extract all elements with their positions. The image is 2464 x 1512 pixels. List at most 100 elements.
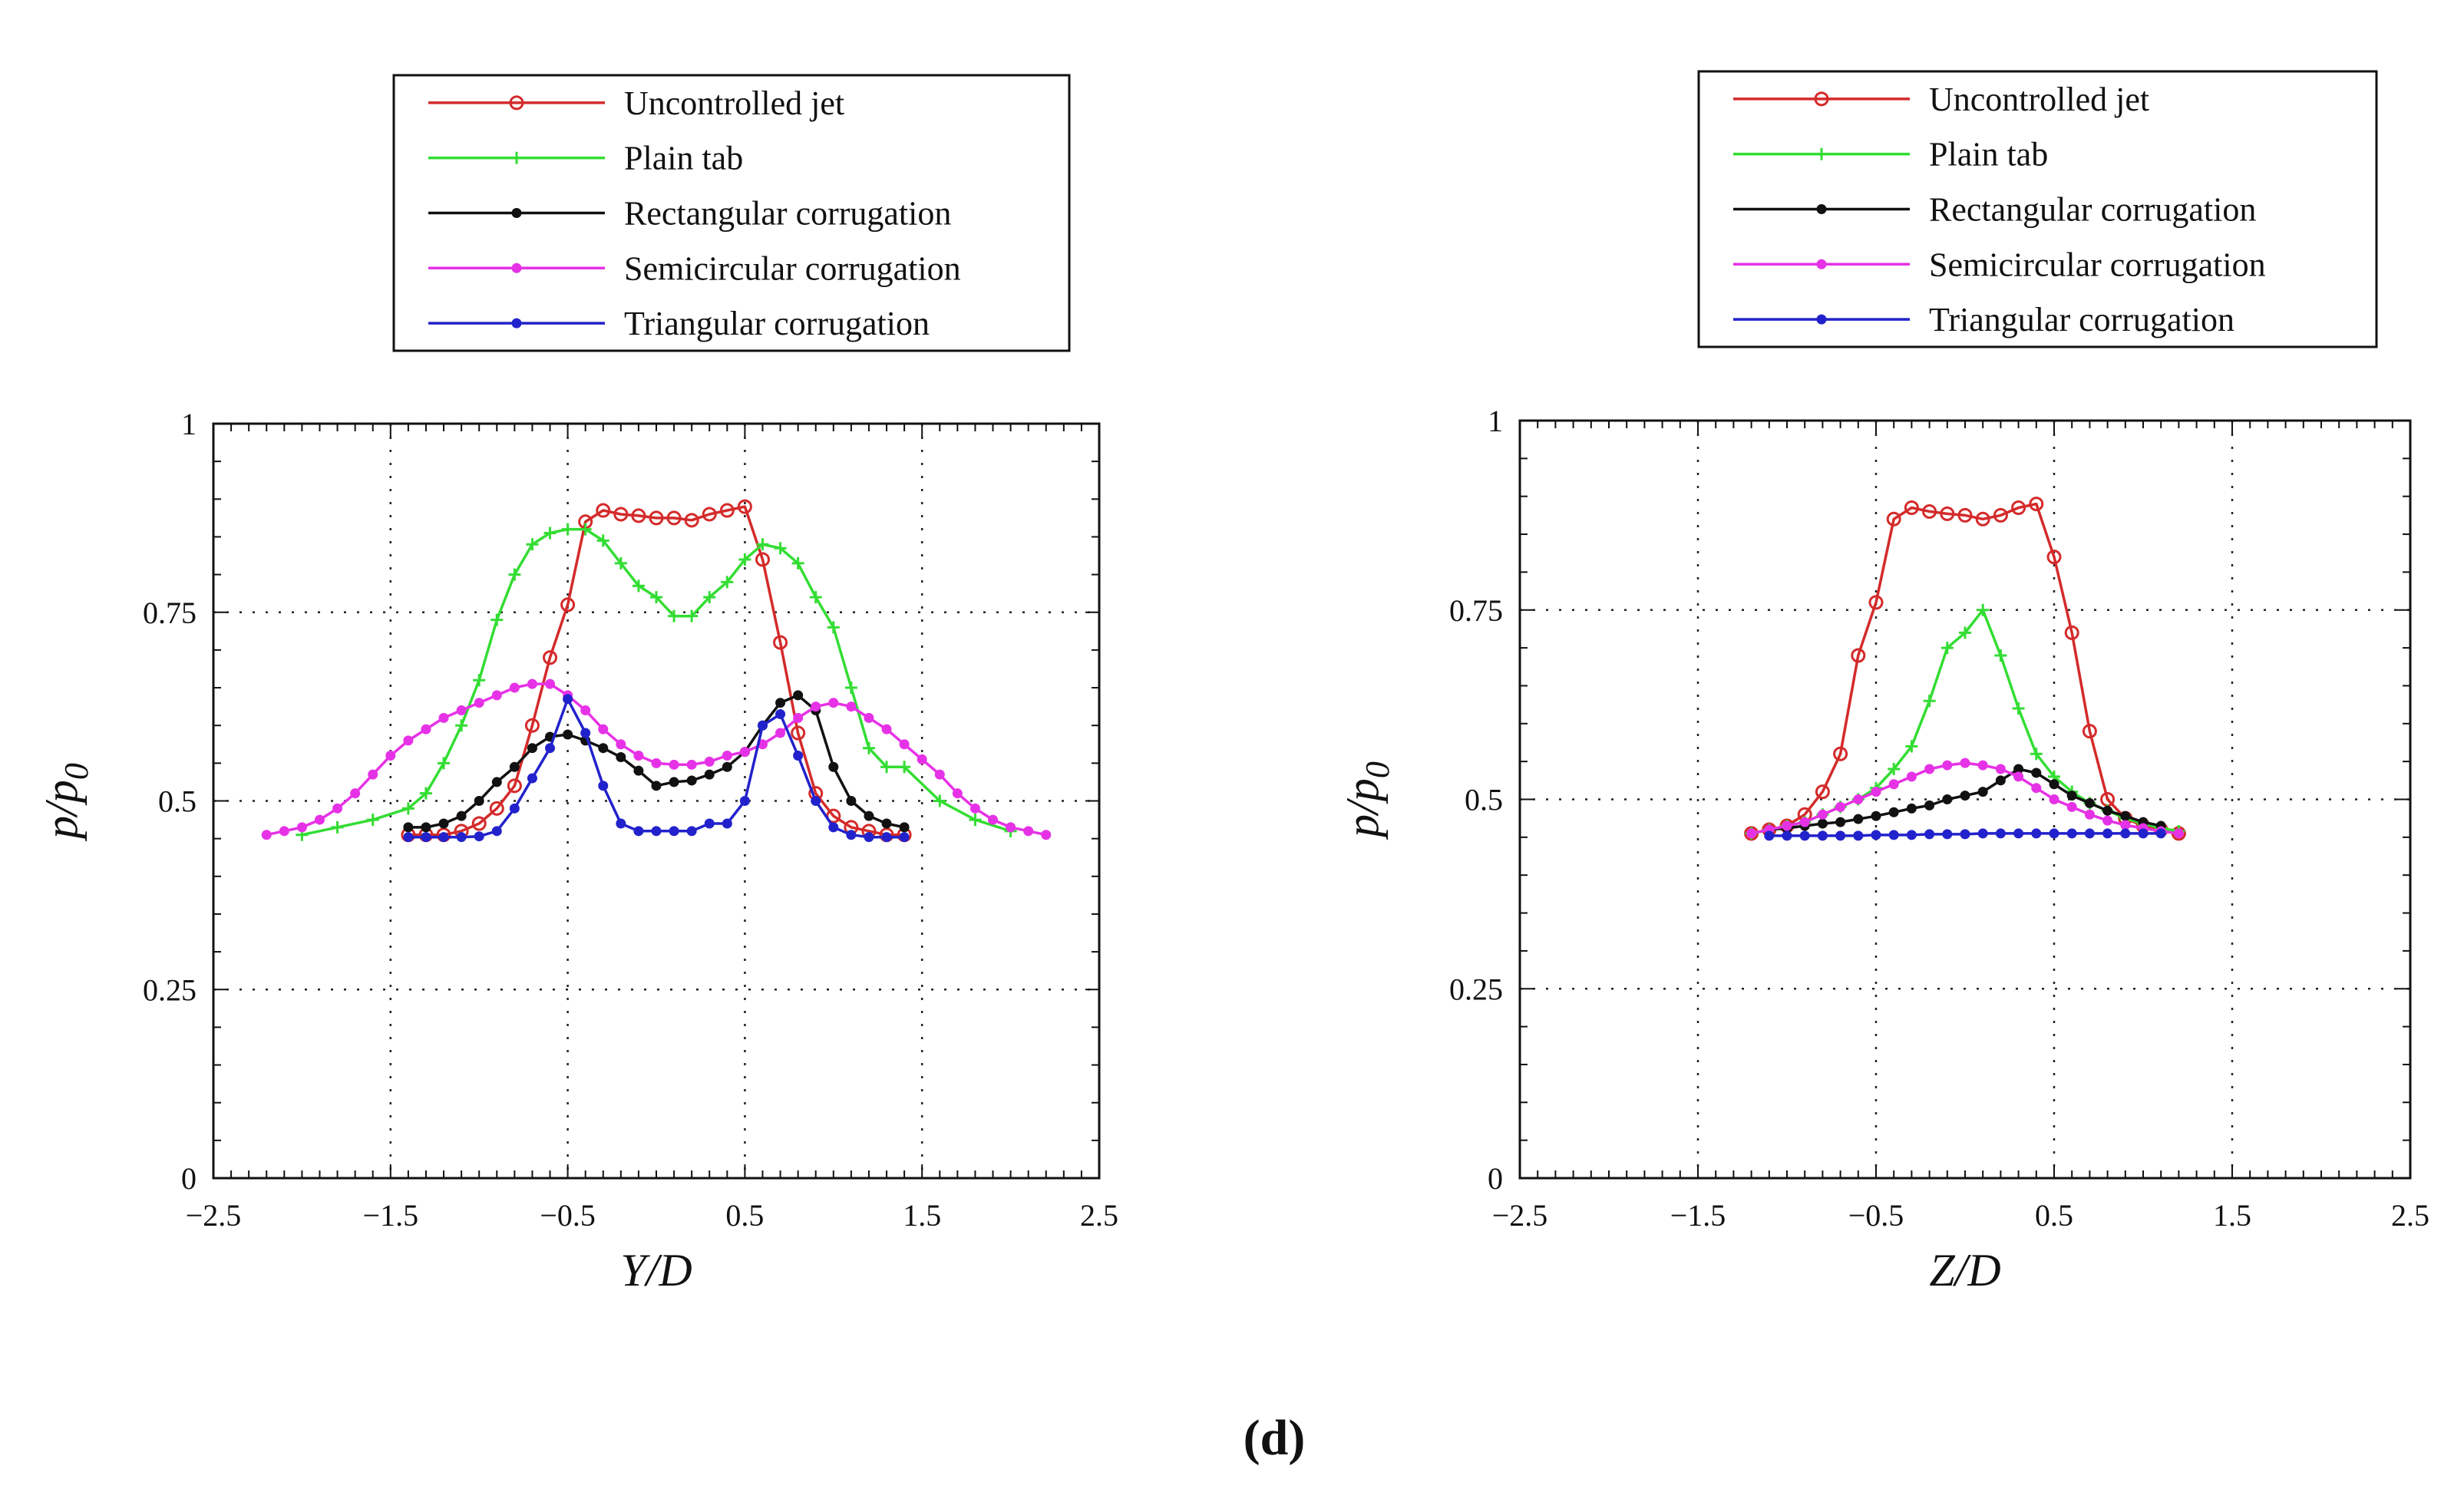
series-plain <box>296 523 1017 841</box>
data-point-rect <box>1853 814 1864 824</box>
data-point-plain <box>2030 748 2043 761</box>
legend-marker <box>1816 204 1827 214</box>
legend-marker <box>509 95 524 111</box>
data-point-uncontrolled <box>1993 507 2008 523</box>
data-point-tri <box>739 796 750 806</box>
data-point-uncontrolled <box>2029 497 2044 512</box>
data-point-uncontrolled <box>2082 724 2097 739</box>
data-point-plain <box>756 538 769 551</box>
data-point-plain <box>2012 702 2025 715</box>
data-point-tri <box>2049 828 2059 839</box>
y-tick-label: 0 <box>1488 1161 1503 1196</box>
data-point-plain <box>596 534 609 547</box>
data-point-tri <box>864 832 874 843</box>
data-point-semi <box>739 747 750 758</box>
data-point-semi <box>1924 764 1935 774</box>
data-point-plain <box>1923 695 1936 708</box>
legend-marker <box>511 318 522 328</box>
data-point-rect <box>1924 800 1935 810</box>
data-point-semi <box>1942 760 1953 771</box>
x-tick-label: −1.5 <box>363 1198 419 1233</box>
legend-item-semi: Semicircular corrugation <box>1733 246 2266 283</box>
data-point-tri <box>2102 828 2113 839</box>
y-tick-label: 0.75 <box>1449 593 1503 628</box>
data-point-rect <box>828 761 839 772</box>
data-point-rect <box>2013 764 2024 774</box>
legend-label: Uncontrolled jet <box>1929 81 2149 118</box>
data-point-tri <box>509 803 520 814</box>
legend-marker <box>510 151 523 164</box>
data-point-semi <box>1041 830 1052 840</box>
figure-caption: (d) <box>1244 1410 1306 1466</box>
data-point-rect <box>2120 810 2131 821</box>
legend: Uncontrolled jet Plain tab Rectangular cor… <box>392 74 1071 352</box>
data-point-tri <box>403 832 414 843</box>
legend-marker <box>1816 259 1827 269</box>
data-point-semi <box>775 728 786 738</box>
data-point-uncontrolled <box>543 650 558 665</box>
legend-label: Uncontrolled jet <box>624 84 844 122</box>
data-point-rect <box>864 810 874 821</box>
data-point-semi <box>988 814 999 825</box>
data-point-plain <box>827 621 840 634</box>
data-point-plain <box>738 553 751 566</box>
data-point-rect <box>1835 817 1846 827</box>
data-point-rect <box>438 818 449 829</box>
legend-marker <box>1815 147 1828 160</box>
legend-marker <box>511 262 522 273</box>
legend-label: Rectangular corrugation <box>1929 191 2256 229</box>
data-point-semi <box>1799 817 1810 827</box>
x-tick-label: −0.5 <box>540 1198 596 1233</box>
data-point-rect <box>669 777 679 787</box>
data-point-plain <box>969 814 982 827</box>
data-point-rect <box>1871 810 1881 821</box>
data-point-tri <box>474 831 484 842</box>
data-point-plain <box>703 591 716 604</box>
legend-item-uncontrolled: Uncontrolled jet <box>428 84 844 122</box>
data-point-uncontrolled <box>791 725 806 741</box>
data-point-tri <box>811 796 821 806</box>
data-point-uncontrolled <box>1833 746 1848 761</box>
y-tick-label: 1 <box>1488 404 1503 438</box>
data-point-uncontrolled <box>1868 595 1884 610</box>
data-point-uncontrolled <box>2011 500 2026 516</box>
data-point-semi <box>1746 828 1757 839</box>
data-point-semi <box>2120 820 2131 830</box>
data-point-rect <box>704 769 715 780</box>
data-point-semi <box>651 758 662 768</box>
data-point-rect <box>1960 791 1970 801</box>
y-tick-label: 0.75 <box>143 596 197 630</box>
data-point-semi <box>1995 764 2006 774</box>
data-point-semi <box>421 724 431 735</box>
data-point-semi <box>1888 779 1899 790</box>
data-point-semi <box>1817 809 1828 820</box>
data-point-tri <box>1853 830 1864 841</box>
data-point-semi <box>509 682 520 693</box>
x-tick-label: −2.5 <box>186 1198 242 1233</box>
data-point-plain <box>1888 763 1901 776</box>
data-point-semi <box>2173 828 2184 839</box>
data-point-semi <box>899 739 910 750</box>
data-point-plain <box>809 591 822 604</box>
data-point-semi <box>2049 794 2059 804</box>
data-point-plain <box>880 761 893 774</box>
data-point-tri <box>1817 830 1828 841</box>
data-point-tri <box>1888 830 1899 840</box>
data-point-tri <box>527 773 537 784</box>
legend-label: Plain tab <box>1929 136 2048 173</box>
data-point-rect <box>2066 791 2077 801</box>
data-point-rect <box>1817 818 1828 829</box>
data-point-tri <box>775 708 786 719</box>
data-point-semi <box>474 698 484 708</box>
data-point-semi <box>332 803 343 814</box>
data-point-uncontrolled <box>1940 506 1955 521</box>
legend-label: Triangular corrugation <box>624 305 930 342</box>
data-point-tri <box>881 832 892 843</box>
data-point-tri <box>1942 829 1953 840</box>
data-point-plain <box>526 538 539 551</box>
data-point-uncontrolled <box>666 510 682 526</box>
data-point-semi <box>1835 801 1846 812</box>
data-point-rect <box>1942 794 1953 804</box>
data-point-rect <box>686 775 697 786</box>
